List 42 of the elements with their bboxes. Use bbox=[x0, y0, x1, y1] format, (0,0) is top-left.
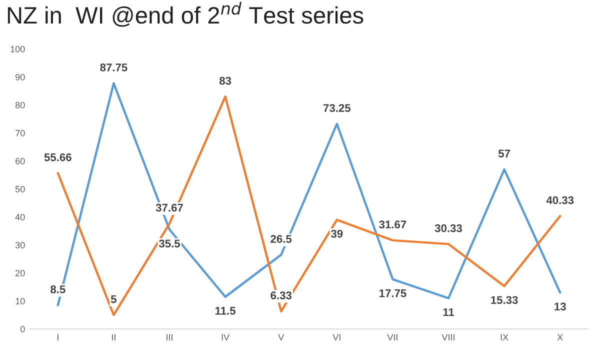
data-label: 39 bbox=[330, 230, 343, 238]
y-tick-label: 30 bbox=[15, 242, 25, 248]
x-tick-label: X bbox=[557, 334, 563, 340]
x-tick-label: VII bbox=[387, 334, 398, 340]
x-tick-label: II bbox=[112, 334, 116, 340]
x-tick-label: V bbox=[278, 334, 284, 340]
data-label: 40.33 bbox=[546, 196, 574, 204]
y-tick-label: 10 bbox=[16, 298, 25, 304]
data-label: 83 bbox=[219, 76, 232, 85]
chart-title: NZ in WI @end of 2$^{nd}$ Test series bbox=[8, 2, 364, 27]
y-tick-label: 90 bbox=[16, 74, 25, 80]
data-label: 11.5 bbox=[215, 306, 236, 315]
x-tick-label: VIII bbox=[442, 334, 454, 340]
data-label: 6.33 bbox=[270, 291, 292, 300]
y-tick-label: 80 bbox=[15, 102, 25, 108]
data-label: 55.66 bbox=[44, 153, 72, 162]
x-tick-label: III bbox=[166, 334, 172, 340]
data-label: 73.25 bbox=[323, 104, 350, 112]
y-tick-label: 70 bbox=[16, 130, 25, 136]
data-label: 11 bbox=[443, 308, 454, 316]
data-label: 5 bbox=[110, 295, 116, 304]
data-label: 35.5 bbox=[158, 240, 180, 248]
y-tick-label: 50 bbox=[15, 186, 25, 192]
x-tick-label: IV bbox=[222, 334, 230, 340]
data-label: 31.67 bbox=[379, 220, 406, 228]
y-tick-label: 20 bbox=[16, 270, 25, 276]
data-label: 8.5 bbox=[50, 285, 66, 294]
y-tick-label: 0 bbox=[20, 326, 25, 332]
y-tick-label: 40 bbox=[15, 214, 25, 220]
data-label: 37.67 bbox=[156, 204, 183, 212]
data-label: 87.75 bbox=[100, 64, 128, 72]
data-label: 57 bbox=[498, 150, 510, 158]
data-label: 17.75 bbox=[380, 289, 406, 298]
data-label: 15.33 bbox=[491, 296, 518, 304]
x-tick-label: I bbox=[57, 334, 58, 340]
data-label: 30.33 bbox=[434, 224, 462, 232]
x-tick-label: IX bbox=[500, 334, 508, 340]
x-tick-label: VI bbox=[332, 334, 340, 340]
y-tick-label: 60 bbox=[16, 158, 25, 164]
y-tick-label: 100 bbox=[10, 46, 25, 52]
data-label: 26.5 bbox=[270, 235, 292, 243]
data-label: 13 bbox=[554, 302, 566, 310]
